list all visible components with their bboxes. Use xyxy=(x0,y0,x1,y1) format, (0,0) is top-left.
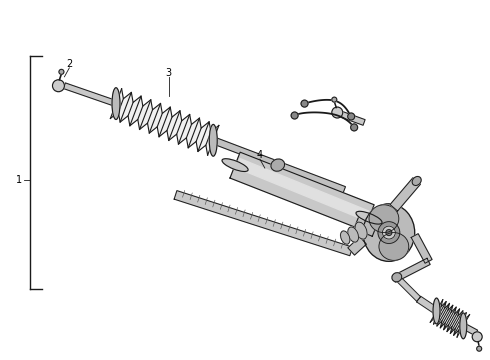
Ellipse shape xyxy=(363,204,415,261)
Ellipse shape xyxy=(356,211,382,224)
Polygon shape xyxy=(338,111,365,125)
Ellipse shape xyxy=(348,227,359,242)
Polygon shape xyxy=(430,300,469,337)
Ellipse shape xyxy=(271,159,285,171)
Ellipse shape xyxy=(379,233,409,260)
Ellipse shape xyxy=(433,298,440,324)
Ellipse shape xyxy=(392,273,402,282)
Circle shape xyxy=(472,332,482,342)
Polygon shape xyxy=(411,234,432,263)
Circle shape xyxy=(301,100,308,107)
Polygon shape xyxy=(348,237,367,255)
Polygon shape xyxy=(354,214,378,236)
Text: 1: 1 xyxy=(16,175,22,185)
Circle shape xyxy=(477,346,482,351)
Ellipse shape xyxy=(460,313,467,339)
Polygon shape xyxy=(236,158,369,220)
Ellipse shape xyxy=(341,231,350,244)
Ellipse shape xyxy=(382,226,395,239)
Polygon shape xyxy=(390,178,420,211)
Polygon shape xyxy=(395,275,421,301)
Circle shape xyxy=(291,112,298,119)
Ellipse shape xyxy=(222,159,248,171)
Circle shape xyxy=(59,69,64,74)
Ellipse shape xyxy=(112,88,120,120)
Polygon shape xyxy=(392,258,430,282)
Polygon shape xyxy=(174,191,352,256)
Ellipse shape xyxy=(355,222,367,239)
Text: 4: 4 xyxy=(257,150,263,160)
Circle shape xyxy=(348,113,355,120)
Circle shape xyxy=(52,80,64,92)
Polygon shape xyxy=(63,83,117,107)
Polygon shape xyxy=(212,137,345,193)
Text: 3: 3 xyxy=(166,68,171,78)
Ellipse shape xyxy=(386,230,392,235)
Ellipse shape xyxy=(369,205,399,233)
Polygon shape xyxy=(230,152,374,231)
Ellipse shape xyxy=(378,222,400,243)
Ellipse shape xyxy=(412,176,421,185)
Circle shape xyxy=(332,107,343,118)
Circle shape xyxy=(332,97,337,102)
Ellipse shape xyxy=(209,125,217,156)
Text: 2: 2 xyxy=(66,59,73,69)
Polygon shape xyxy=(416,296,439,314)
Polygon shape xyxy=(462,323,478,336)
Polygon shape xyxy=(110,89,219,155)
Circle shape xyxy=(351,124,358,131)
